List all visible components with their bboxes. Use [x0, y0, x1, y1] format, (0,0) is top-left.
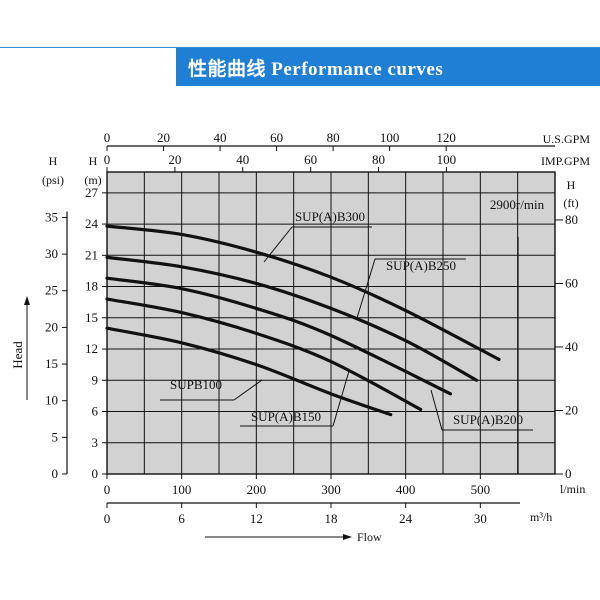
y-axis-label-ft: H — [567, 178, 576, 192]
callout-leader-sup-a-b250 — [356, 258, 376, 319]
callout-leader-sup-a-b150 — [332, 370, 350, 427]
y-axis-unit-psi: (psi) — [42, 173, 64, 187]
callout-leader-sup-a-b200 — [430, 389, 443, 431]
page-title: 性能曲线 Performance curves — [188, 58, 444, 80]
y-tick-label-psi: 25 — [45, 283, 58, 298]
x-tick-label-lmin: 400 — [396, 482, 416, 497]
series-label-sup-a-b200: SUP(A)B200 — [453, 412, 523, 427]
x-axis-unit-lmin: l/min — [560, 482, 585, 496]
y-axis-label-psi: H — [49, 154, 58, 168]
series-label-sup-a-b150: SUP(A)B150 — [251, 409, 321, 424]
x-tick-label-usgpm: 40 — [214, 130, 227, 145]
y-axis-title: Head — [10, 341, 25, 369]
x-tick-label-lmin: 100 — [172, 482, 192, 497]
x-tick-label-m3h: 30 — [474, 511, 487, 526]
x-tick-label-m3h: 0 — [104, 511, 111, 526]
y-tick-label-psi: 30 — [45, 246, 58, 261]
head-arrow-head — [24, 296, 30, 305]
curve-sup-a-b150 — [105, 297, 423, 412]
y-tick-label-ft: 40 — [565, 339, 578, 354]
x-tick-label-usgpm: 100 — [380, 130, 400, 145]
x-axis-unit-impgpm: IMP.GPM — [541, 154, 590, 168]
y-tick-label-m: 21 — [85, 247, 98, 262]
y-tick-label-psi: 0 — [52, 466, 59, 481]
x-tick-label-usgpm: 60 — [270, 130, 283, 145]
x-axis-title: Flow — [357, 530, 382, 544]
x-axis-unit-usgpm: U.S.GPM — [543, 132, 591, 146]
x-tick-label-impgpm: 40 — [236, 152, 249, 167]
y-axis-unit-ft: (ft) — [563, 196, 578, 210]
speed-label: 2900r/min — [490, 197, 545, 212]
x-tick-label-impgpm: 100 — [437, 152, 457, 167]
y-tick-label-m: 9 — [92, 372, 99, 387]
y-tick-label-psi: 20 — [45, 319, 58, 334]
x-tick-label-usgpm: 20 — [157, 130, 170, 145]
y-tick-label-ft: 0 — [565, 466, 572, 481]
y-tick-label-psi: 5 — [52, 429, 59, 444]
x-tick-label-impgpm: 20 — [168, 152, 181, 167]
y-tick-label-m: 6 — [92, 404, 99, 419]
y-tick-label-m: 24 — [85, 216, 99, 231]
y-tick-label-m: 15 — [85, 310, 98, 325]
x-tick-label-lmin: 200 — [247, 482, 267, 497]
curve-supb100 — [105, 326, 393, 417]
title-banner: 性能曲线 Performance curves — [176, 48, 600, 86]
x-tick-label-m3h: 6 — [178, 511, 185, 526]
callout-leader-sup-a-b300 — [263, 226, 293, 263]
y-axis-unit-m: (m) — [84, 173, 101, 187]
x-tick-label-impgpm: 60 — [304, 152, 317, 167]
x-tick-label-usgpm: 80 — [327, 130, 340, 145]
flow-arrow-head — [343, 534, 352, 540]
y-tick-label-ft: 60 — [565, 275, 578, 290]
x-tick-label-lmin: 300 — [321, 482, 341, 497]
banner-rule — [0, 47, 600, 48]
curve-sup-a-b300 — [105, 224, 501, 362]
curve-sup-a-b250 — [105, 255, 479, 382]
series-label-supb100: SUPB100 — [170, 377, 222, 392]
x-tick-label-lmin: 0 — [104, 482, 111, 497]
chart-labels: 2900r/min SUPB100 SUP(A)B150 SUP(A)B200 SUP(… — [160, 197, 545, 431]
x-tick-label-lmin: 500 — [471, 482, 491, 497]
y-tick-label-m: 27 — [85, 185, 99, 200]
y-axis-label-m: H — [89, 154, 98, 168]
y-tick-label-m: 0 — [92, 466, 99, 481]
series-label-sup-a-b300: SUP(A)B300 — [295, 209, 365, 224]
y-tick-label-m: 18 — [85, 279, 98, 294]
y-tick-label-m: 3 — [92, 435, 99, 450]
x-tick-label-m3h: 24 — [399, 511, 413, 526]
y-tick-label-ft: 20 — [565, 402, 578, 417]
chart-axes: 0369121518212427H(m)05101520253035H(psi)… — [10, 130, 590, 544]
series-label-sup-a-b250: SUP(A)B250 — [386, 258, 456, 273]
x-tick-label-usgpm: 120 — [436, 130, 456, 145]
callout-leader-supb100 — [233, 379, 263, 401]
x-axis-unit-m3h: m³/h — [530, 510, 552, 524]
x-tick-label-impgpm: 80 — [372, 152, 385, 167]
curve-sup-a-b200 — [105, 276, 453, 396]
x-tick-label-impgpm: 0 — [104, 152, 111, 167]
y-tick-label-psi: 10 — [45, 393, 58, 408]
y-tick-label-ft: 80 — [565, 212, 578, 227]
chart-series — [105, 224, 501, 417]
x-tick-label-m3h: 12 — [250, 511, 263, 526]
y-tick-label-m: 12 — [85, 341, 98, 356]
x-tick-label-usgpm: 0 — [104, 130, 111, 145]
y-tick-label-psi: 15 — [45, 356, 58, 371]
y-tick-label-psi: 35 — [45, 209, 58, 224]
x-tick-label-m3h: 18 — [325, 511, 338, 526]
